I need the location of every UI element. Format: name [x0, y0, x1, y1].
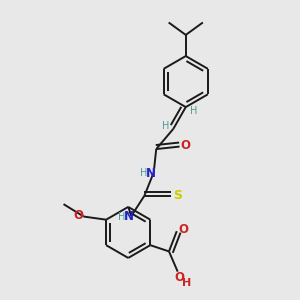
Text: H: H	[140, 168, 148, 178]
Text: H: H	[190, 106, 197, 116]
Text: O: O	[174, 271, 184, 284]
Text: S: S	[173, 189, 182, 202]
Text: O: O	[178, 223, 188, 236]
Text: N: N	[124, 210, 134, 223]
Text: O: O	[181, 139, 191, 152]
Text: O: O	[73, 209, 83, 222]
Text: H: H	[162, 121, 169, 131]
Text: H: H	[118, 212, 125, 222]
Text: N: N	[146, 167, 156, 179]
Text: H: H	[182, 278, 192, 288]
